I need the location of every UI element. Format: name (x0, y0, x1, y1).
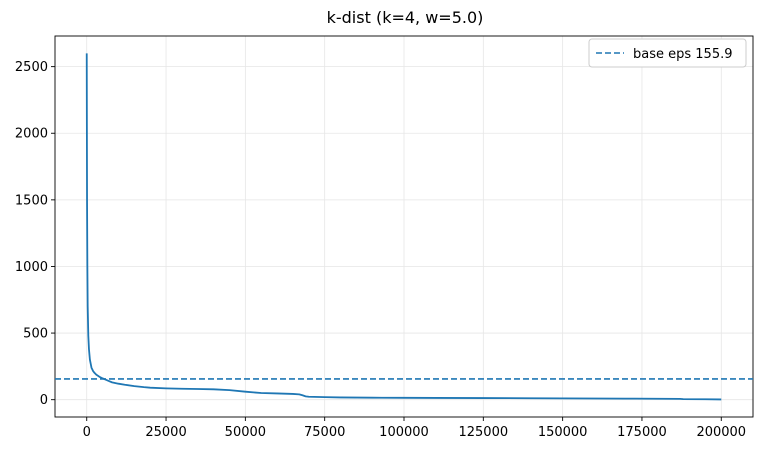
legend-box (588, 38, 747, 68)
x-tick-label: 50000 (225, 425, 266, 440)
x-tick-label: 25000 (145, 425, 186, 440)
x-tick-label: 150000 (538, 425, 588, 440)
x-tick-label: 75000 (304, 425, 345, 440)
chart-title: k-dist (k=4, w=5.0) (327, 8, 484, 27)
y-tick-label: 0 (40, 393, 48, 408)
grid-layer (55, 36, 753, 417)
legend-label: base eps 155.9 (633, 47, 733, 62)
x-tick-label: 125000 (458, 425, 508, 440)
y-tick-label: 2500 (15, 60, 48, 75)
legend: base eps 155.9 (588, 38, 747, 68)
y-tick-label: 1500 (15, 193, 48, 208)
x-tick-label: 200000 (696, 425, 746, 440)
x-tick-label: 100000 (379, 425, 429, 440)
axes-layer: 0 25000 50000 75000 100000 125000 150000 175000… (15, 35, 754, 440)
y-tick-label: 2000 (15, 127, 48, 142)
k-dist-series-line (85, 53, 722, 401)
y-tick-label: 500 (23, 327, 48, 342)
series-layer (55, 53, 753, 401)
x-tick-label: 175000 (617, 425, 667, 440)
y-tick-label: 1000 (15, 260, 48, 275)
x-tick-label: 0 (83, 425, 91, 440)
